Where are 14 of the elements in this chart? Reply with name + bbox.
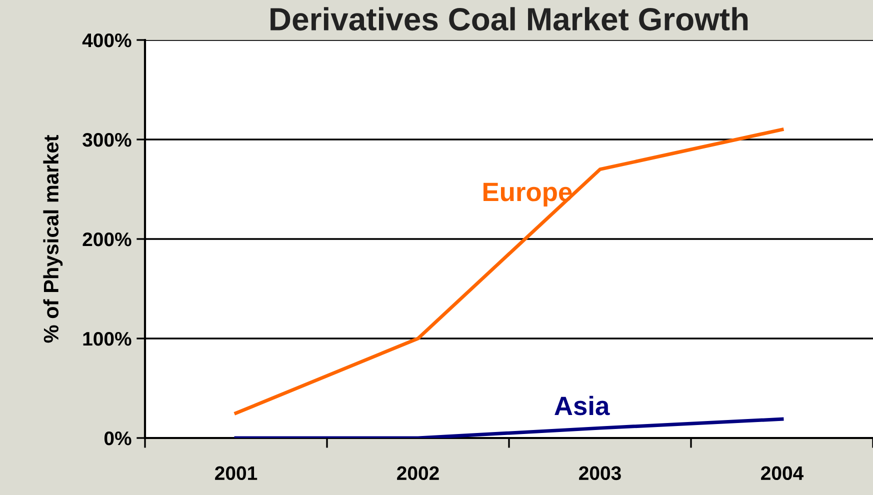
line-series	[234, 128, 784, 415]
series-label: Asia	[554, 396, 610, 416]
y-tick-label: 300%	[82, 132, 132, 147]
y-tick-label: 0%	[104, 431, 132, 446]
y-axis-title: % of Physical market	[43, 135, 63, 343]
x-tick-label: 2003	[579, 466, 621, 480]
y-tick-label: 400%	[82, 33, 132, 48]
x-tick-label: 2002	[397, 466, 439, 480]
x-tick-label: 2001	[215, 466, 258, 480]
y-tick-label: 200%	[82, 232, 132, 246]
y-tick-label: 100%	[83, 332, 132, 346]
series-label: Europe	[484, 182, 572, 207]
x-tick-label: 2004	[761, 466, 804, 480]
chart-title: Derivatives Coal Market Growth	[270, 7, 748, 31]
